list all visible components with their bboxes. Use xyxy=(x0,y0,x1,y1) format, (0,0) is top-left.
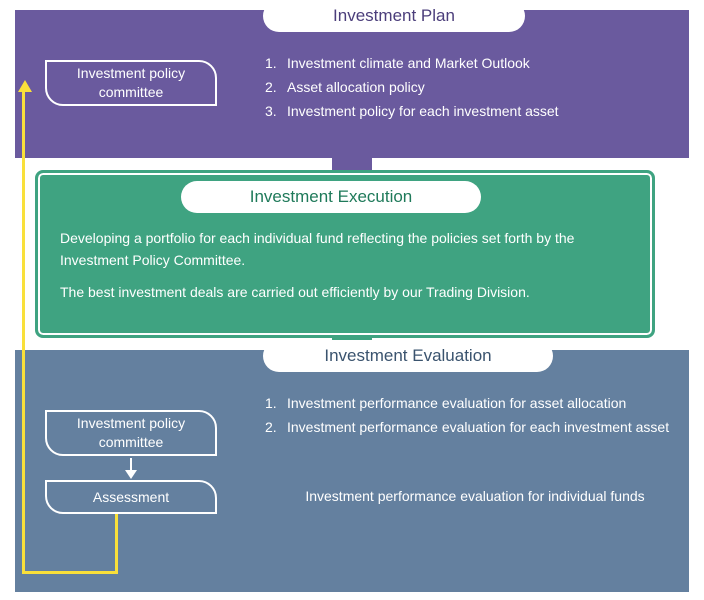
title-pill-eval: Investment Evaluation xyxy=(263,340,553,372)
assessment-lozenge: Assessment xyxy=(45,480,217,514)
list-item: 2.Investment performance evaluation for … xyxy=(265,416,675,440)
committee-lozenge-plan: Investment policy committee xyxy=(45,60,217,106)
plan-item-list: 1.Investment climate and Market Outlook … xyxy=(265,52,670,123)
feedback-line-v2 xyxy=(22,90,25,574)
diagram-canvas: Investment Plan Investment policy commit… xyxy=(0,0,704,600)
list-item: 2.Asset allocation policy xyxy=(265,76,670,100)
feedback-line-h xyxy=(22,571,118,574)
committee-lozenge-eval: Investment policy committee xyxy=(45,410,217,456)
exec-paragraph-1: Developing a portfolio for each individu… xyxy=(60,227,640,272)
panel-investment-plan: Investment Plan Investment policy commit… xyxy=(15,10,689,158)
connector-plan-to-exec xyxy=(332,158,372,170)
list-item: 3.Investment policy for each investment … xyxy=(265,100,670,124)
eval-subline: Investment performance evaluation for in… xyxy=(295,488,655,504)
feedback-arrow-up-icon xyxy=(18,80,32,92)
exec-paragraph-2: The best investment deals are carried ou… xyxy=(60,281,640,303)
arrow-down-icon xyxy=(125,458,137,479)
list-item: 1.Investment climate and Market Outlook xyxy=(265,52,670,76)
eval-item-list: 1.Investment performance evaluation for … xyxy=(265,392,675,440)
panel-investment-execution: Investment Execution Developing a portfo… xyxy=(35,170,655,338)
title-pill-plan: Investment Plan xyxy=(263,0,525,32)
list-item: 1.Investment performance evaluation for … xyxy=(265,392,675,416)
title-pill-exec: Investment Execution xyxy=(181,181,481,213)
feedback-line-v1 xyxy=(115,514,118,574)
